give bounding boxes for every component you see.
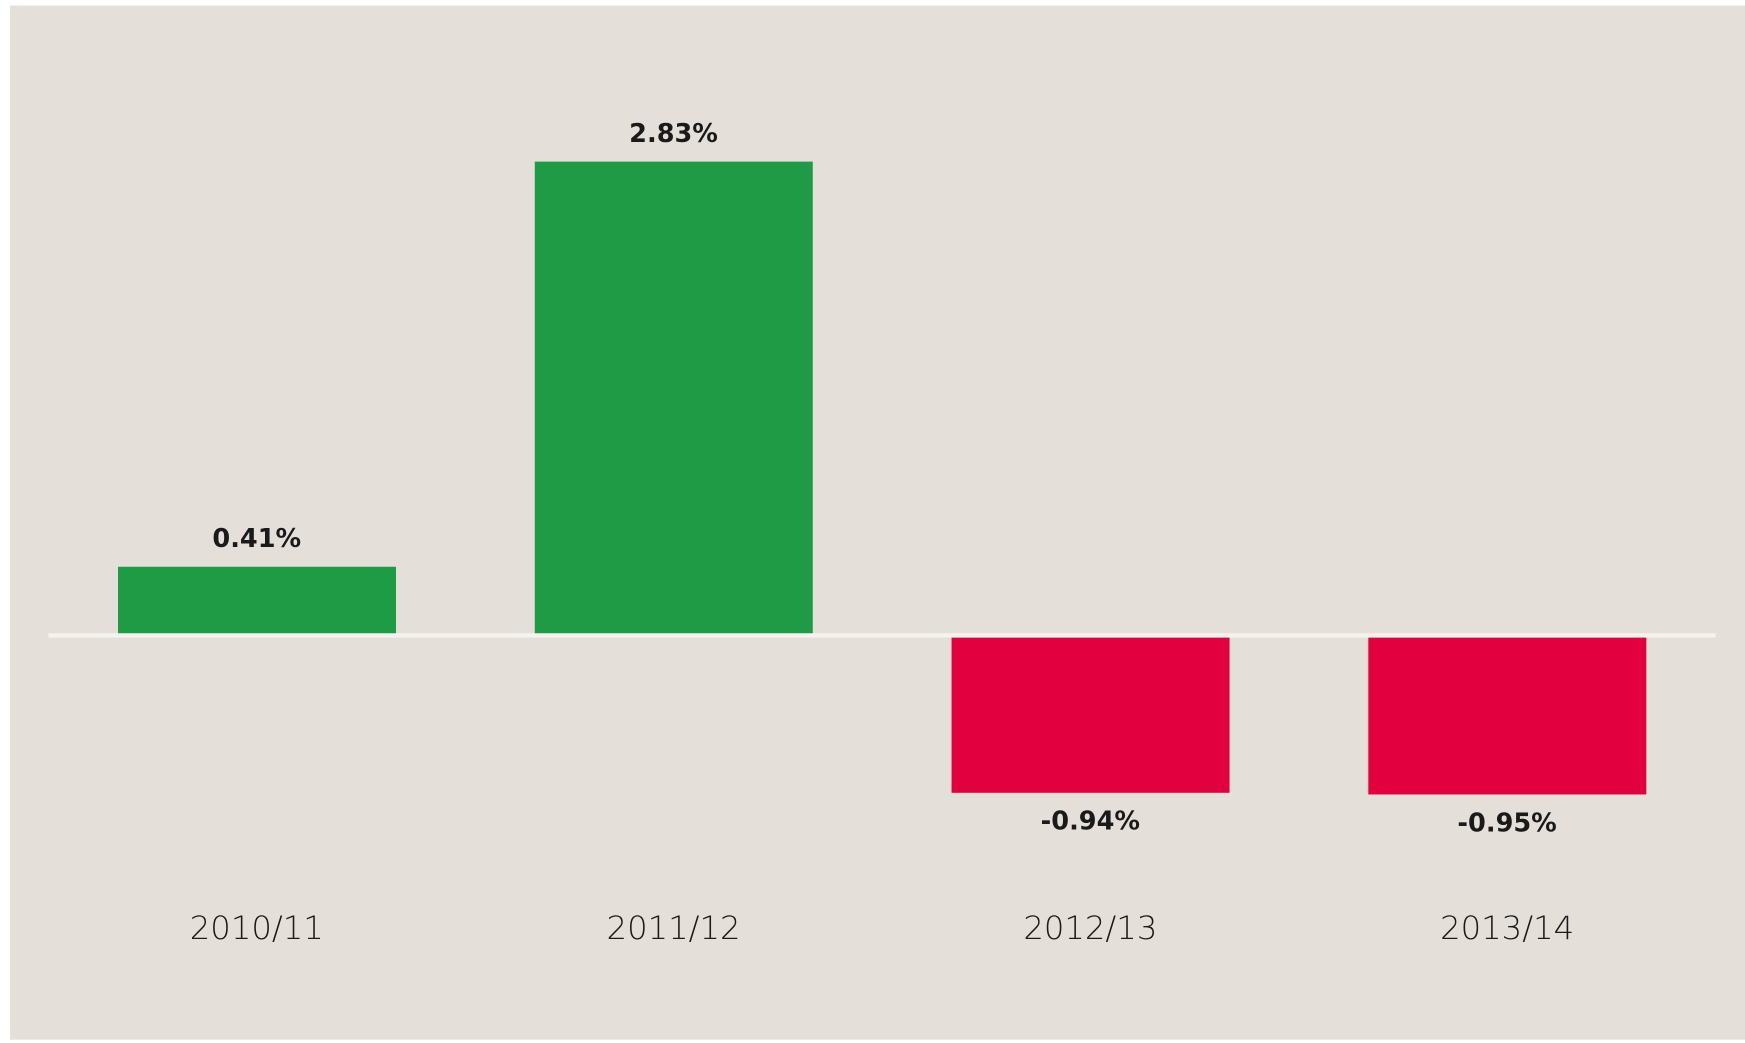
- value-label: -0.95%: [1457, 808, 1556, 838]
- x-tick-label: 2010/11: [190, 909, 324, 947]
- value-label: 0.41%: [212, 524, 301, 554]
- value-label: 2.83%: [629, 119, 718, 149]
- bar: [951, 635, 1230, 793]
- x-tick-label: 2011/12: [607, 909, 741, 947]
- value-label: -0.94%: [1041, 807, 1140, 837]
- bar: [118, 566, 397, 636]
- x-tick-label: 2013/14: [1440, 909, 1574, 947]
- bar: [534, 161, 813, 636]
- chart-background: [10, 5, 1745, 1040]
- x-tick-label: 2012/13: [1023, 909, 1157, 947]
- bar: [1368, 635, 1647, 795]
